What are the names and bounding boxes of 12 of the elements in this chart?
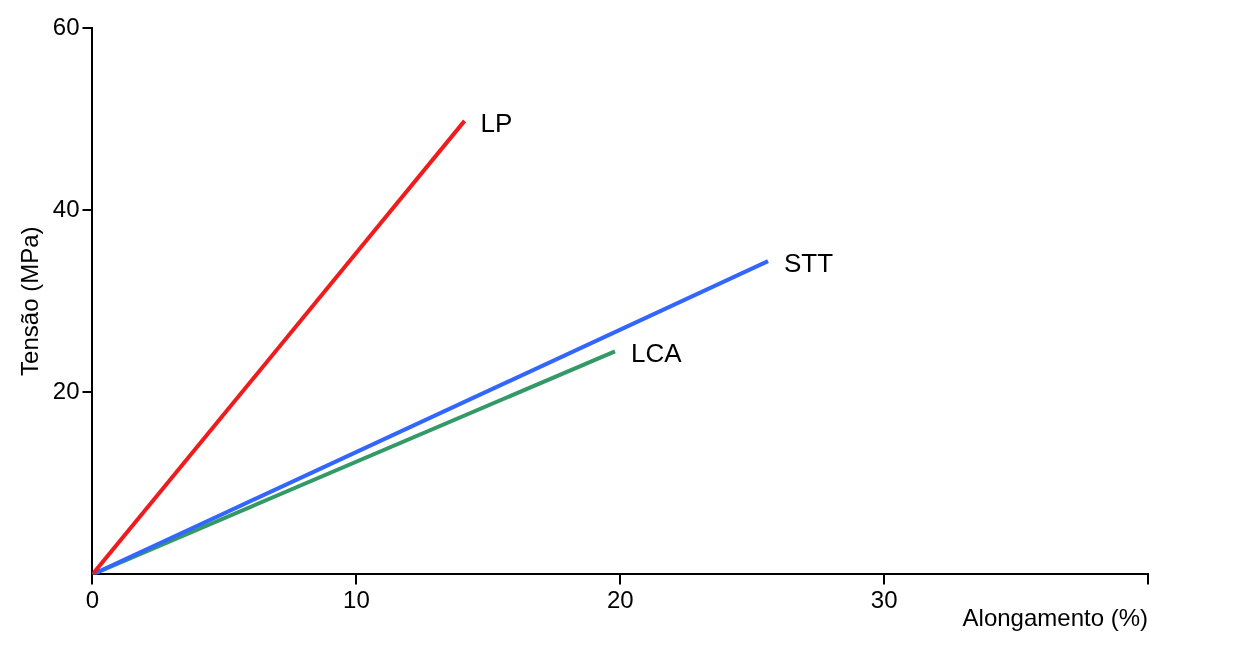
series-label: STT [784, 248, 834, 279]
x-tick-label: 0 [85, 586, 100, 614]
series-label: LP [480, 108, 513, 139]
y-tick-label: 60 [52, 12, 80, 40]
x-tick-label: 30 [870, 586, 898, 614]
x-tick-label: 10 [343, 586, 370, 614]
y-axis-title: Tensão (MPa) [16, 226, 44, 376]
y-tick-label: 40 [52, 194, 80, 222]
x-tick-label: 20 [606, 586, 634, 614]
y-tick-label: 20 [52, 376, 80, 404]
series-label: LCA [630, 338, 683, 369]
x-axis-title: Alongamento (%) [962, 604, 1148, 632]
